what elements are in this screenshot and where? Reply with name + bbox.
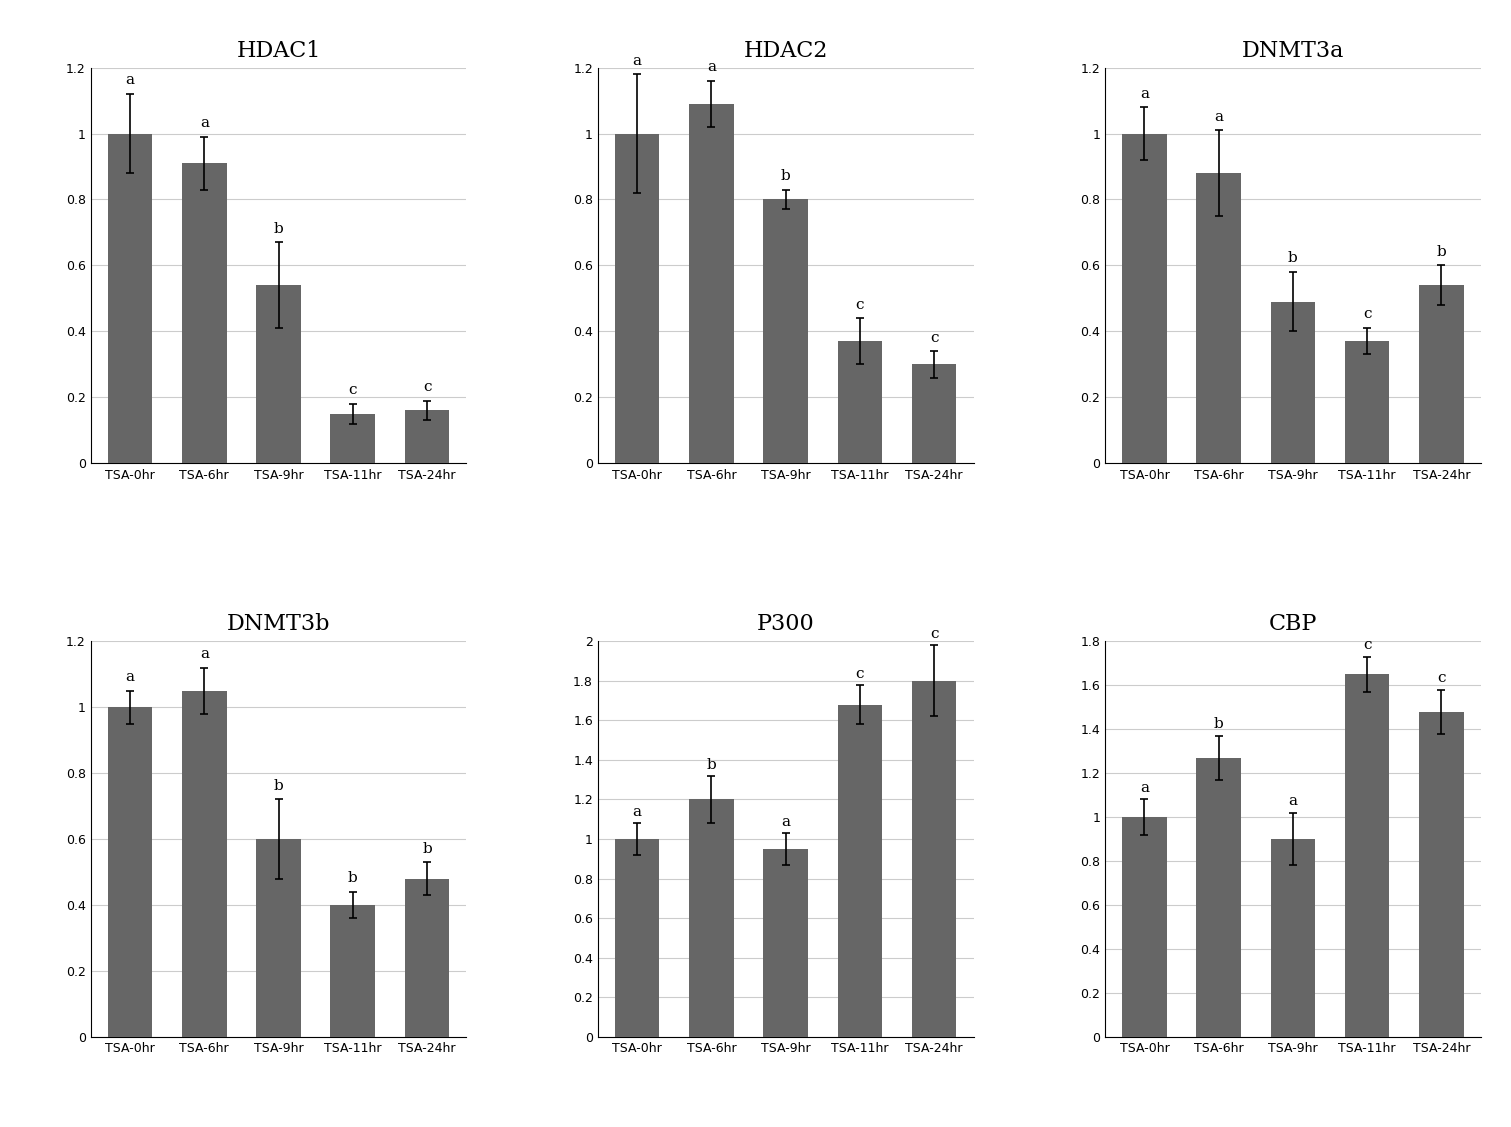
Bar [257,285,301,463]
Bar [181,691,227,1037]
Text: a: a [125,73,134,88]
Bar [331,414,375,463]
Bar [913,364,956,463]
Bar [1419,711,1464,1037]
Title: CBP: CBP [1269,613,1318,636]
Bar [1345,674,1390,1037]
Bar [837,341,882,463]
Bar [1271,838,1315,1037]
Text: c: c [1437,672,1446,685]
Text: a: a [199,116,209,131]
Bar [1197,757,1241,1037]
Bar [763,199,808,463]
Text: b: b [1437,245,1446,259]
Text: b: b [273,222,284,236]
Bar [257,838,301,1037]
Title: HDAC1: HDAC1 [236,39,320,62]
Bar [107,707,153,1037]
Bar [181,163,227,463]
Text: c: c [349,383,357,398]
Text: b: b [707,757,716,772]
Bar [1419,285,1464,463]
Bar [1123,817,1166,1037]
Bar [913,681,956,1037]
Title: HDAC2: HDAC2 [743,39,828,62]
Text: b: b [781,169,790,183]
Text: a: a [707,60,716,74]
Text: a: a [1289,795,1298,808]
Bar [1123,134,1166,463]
Title: DNMT3a: DNMT3a [1242,39,1345,62]
Text: c: c [1363,638,1372,653]
Text: b: b [422,842,432,855]
Bar [405,410,449,463]
Text: a: a [1139,87,1148,100]
Bar [615,134,659,463]
Text: a: a [633,54,642,68]
Text: a: a [781,815,790,829]
Bar [1197,174,1241,463]
Bar [1345,341,1390,463]
Text: c: c [423,380,431,394]
Title: P300: P300 [757,613,814,636]
Text: c: c [929,628,938,641]
Text: a: a [1139,781,1148,795]
Bar [837,704,882,1037]
Title: DNMT3b: DNMT3b [227,613,331,636]
Text: c: c [855,667,864,681]
Text: c: c [855,298,864,311]
Text: b: b [1213,718,1224,731]
Text: b: b [1287,251,1298,266]
Bar [689,104,734,463]
Bar [331,905,375,1037]
Text: c: c [929,330,938,345]
Text: b: b [348,871,358,885]
Bar [107,134,153,463]
Text: a: a [125,671,134,684]
Bar [405,879,449,1037]
Text: a: a [1215,109,1224,124]
Text: c: c [1363,308,1372,321]
Bar [689,799,734,1037]
Text: a: a [633,806,642,819]
Text: b: b [273,779,284,793]
Bar [1271,302,1315,463]
Bar [763,849,808,1037]
Text: a: a [199,647,209,662]
Bar [615,838,659,1037]
